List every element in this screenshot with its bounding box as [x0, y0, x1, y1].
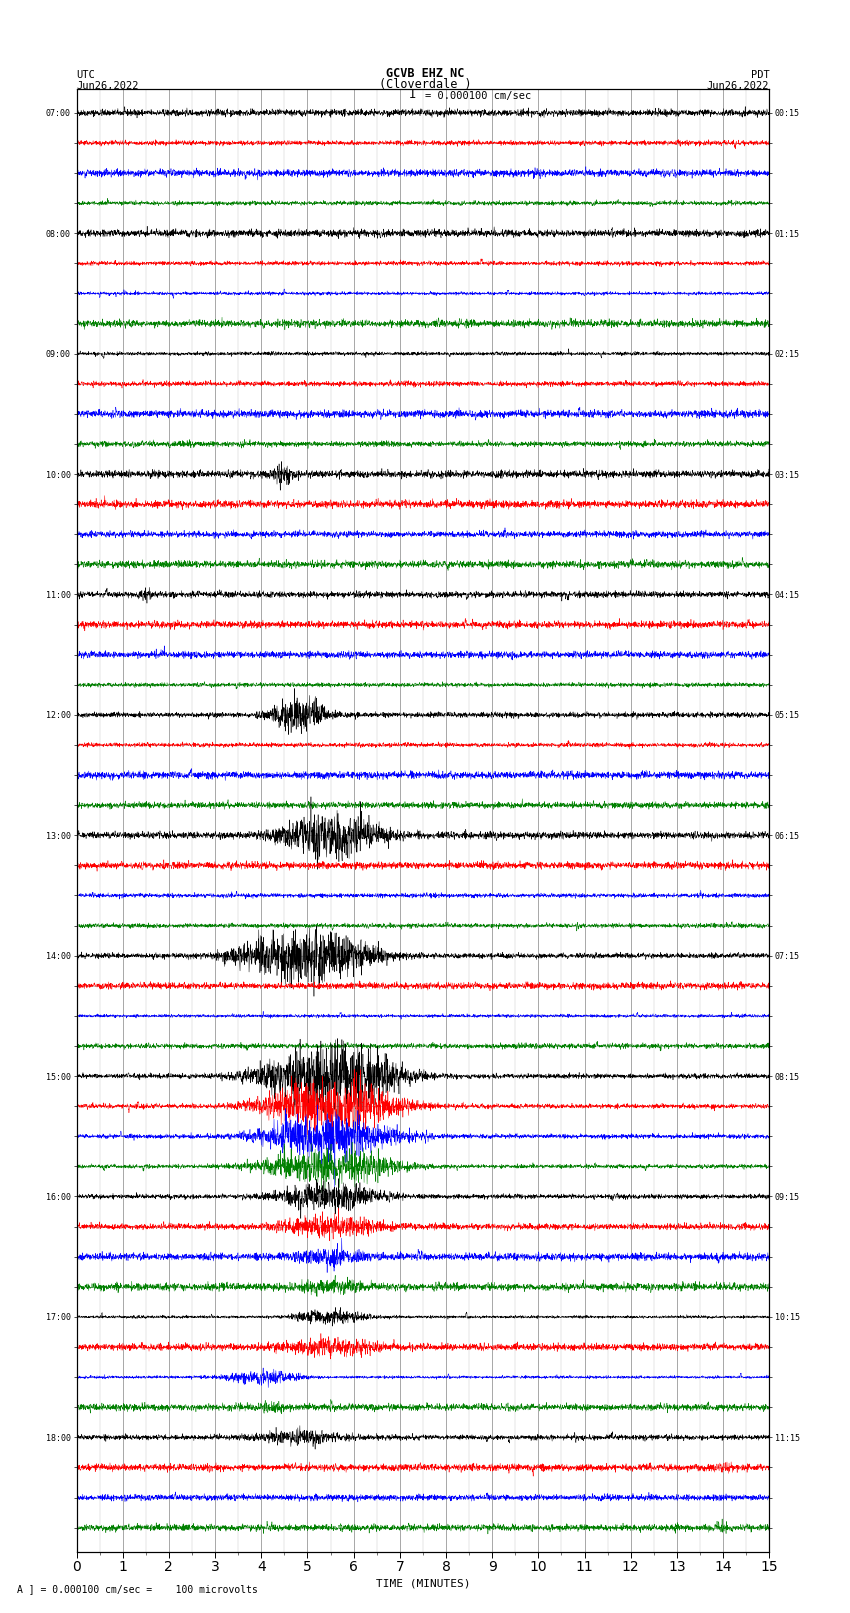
Text: UTC: UTC: [76, 69, 95, 79]
X-axis label: TIME (MINUTES): TIME (MINUTES): [376, 1578, 470, 1589]
Text: (Cloverdale ): (Cloverdale ): [379, 77, 471, 90]
Text: GCVB EHZ NC: GCVB EHZ NC: [386, 66, 464, 79]
Text: Jun26,2022: Jun26,2022: [706, 81, 769, 90]
Text: PDT: PDT: [751, 69, 769, 79]
Text: Jun26,2022: Jun26,2022: [76, 81, 139, 90]
Text: A ] = 0.000100 cm/sec =    100 microvolts: A ] = 0.000100 cm/sec = 100 microvolts: [17, 1584, 258, 1594]
Text: I: I: [409, 87, 416, 100]
Text: = 0.000100 cm/sec: = 0.000100 cm/sec: [425, 90, 531, 100]
